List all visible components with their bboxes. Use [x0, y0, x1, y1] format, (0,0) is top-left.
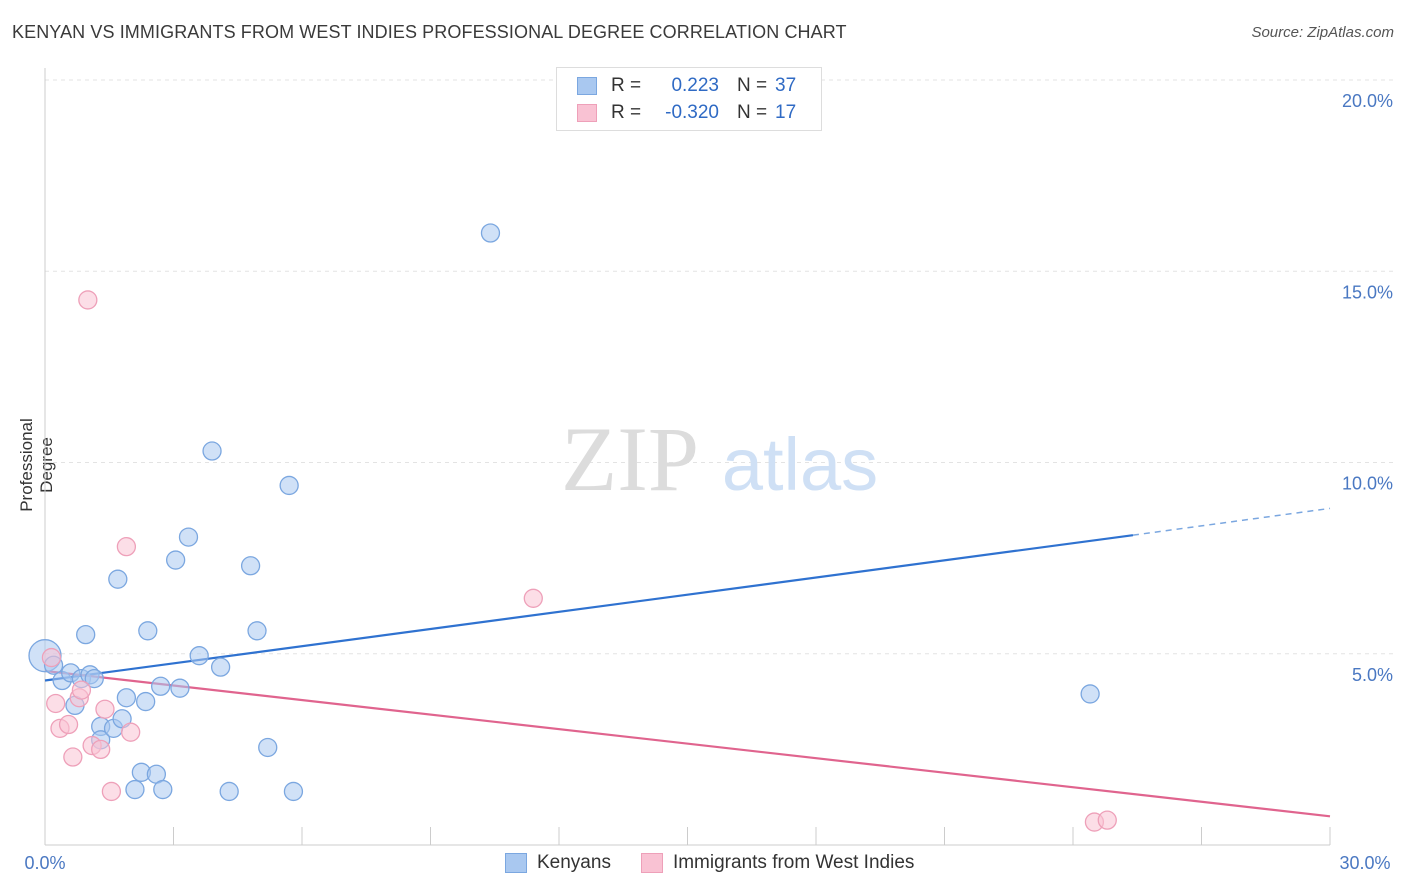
trend-line-kenyans	[44, 534, 1134, 682]
point-kenyans	[150, 676, 171, 696]
y-tick-label: 15.0%	[1342, 282, 1393, 302]
point-kenyans	[165, 550, 186, 570]
trend-lines	[44, 507, 1331, 818]
point-kenyans	[189, 646, 209, 666]
point-kenyans	[480, 223, 501, 243]
point-kenyans	[125, 779, 145, 800]
point-west-indies	[46, 693, 66, 714]
axes	[44, 68, 1331, 846]
point-kenyans	[108, 569, 128, 589]
point-kenyans	[116, 688, 137, 708]
legend-r-value: -0.320	[665, 102, 719, 123]
point-west-indies	[78, 290, 98, 310]
trend-line-west-indies	[44, 669, 1331, 818]
series-swatch-kenyans	[505, 853, 527, 873]
legend-r-label: R =	[611, 75, 642, 96]
point-kenyans	[258, 737, 278, 758]
point-kenyans	[240, 556, 261, 576]
y-tick-label: 10.0%	[1342, 474, 1393, 494]
legend-n-label: N =	[737, 102, 768, 123]
legend-swatch-west-indies	[577, 104, 597, 122]
legend-r-value: 0.223	[671, 75, 719, 96]
series-legend-kenyans[interactable]: Kenyans	[505, 852, 611, 874]
point-west-indies	[121, 722, 141, 742]
watermark: ZIP atlas	[561, 408, 878, 510]
point-kenyans	[136, 691, 156, 712]
trend-line-kenyans-extension	[1132, 507, 1331, 536]
point-kenyans	[219, 781, 239, 802]
point-kenyans	[76, 624, 96, 645]
point-west-indies	[116, 537, 137, 557]
legend-n-label: N =	[737, 75, 768, 96]
series-legend-label: Immigrants from West Indies	[672, 852, 915, 873]
point-west-indies	[41, 647, 62, 668]
point-kenyans	[178, 527, 199, 547]
series-legend-west-indies[interactable]: Immigrants from West Indies	[640, 852, 915, 874]
series-legend-label: Kenyans	[537, 852, 611, 873]
legend-row-west-indies: R = -0.320 N = 17	[577, 101, 796, 125]
legend-n-value: 37	[775, 75, 797, 96]
chart-title: KENYAN VS IMMIGRANTS FROM WEST INDIES PR…	[12, 22, 847, 42]
legend-n-value: 17	[775, 102, 797, 123]
point-west-indies	[91, 739, 111, 760]
point-kenyans	[170, 678, 190, 698]
data-points	[28, 223, 1117, 832]
point-kenyans	[1080, 684, 1100, 704]
point-kenyans	[202, 441, 222, 461]
series-legend: Kenyans Immigrants from West Indies	[505, 852, 944, 874]
y-tick-label: 20.0%	[1342, 91, 1393, 111]
point-kenyans	[153, 779, 173, 800]
tick-labels: 5.0% 10.0% 15.0% 20.0% 0.0% 30.0%	[24, 91, 1393, 873]
watermark-atlas: atlas	[722, 423, 878, 506]
point-west-indies	[58, 714, 79, 735]
point-west-indies	[523, 588, 543, 608]
point-kenyans	[283, 781, 304, 802]
stats-legend: R = 0.223 N = 37 R = -0.320 N = 17	[556, 67, 822, 131]
point-west-indies	[63, 747, 83, 767]
point-kenyans	[210, 657, 231, 677]
point-kenyans	[138, 621, 158, 641]
point-kenyans	[84, 668, 104, 689]
legend-r-label: R =	[611, 102, 642, 123]
point-west-indies	[101, 781, 122, 802]
point-west-indies	[1097, 810, 1117, 830]
x-tick-label: 30.0%	[1339, 853, 1390, 873]
point-west-indies	[95, 699, 115, 719]
series-swatch-west-indies	[640, 853, 663, 873]
source-label: Source: ZipAtlas.com	[1251, 24, 1394, 41]
legend-swatch-kenyans	[577, 77, 597, 95]
legend-row-kenyans: R = 0.223 N = 37	[577, 74, 796, 98]
point-west-indies	[71, 680, 92, 700]
point-kenyans	[247, 621, 267, 641]
x-tick-label: 0.0%	[24, 853, 65, 873]
point-kenyans	[279, 475, 299, 496]
y-tick-label: 5.0%	[1352, 665, 1393, 685]
watermark-zip: ZIP	[561, 408, 699, 510]
